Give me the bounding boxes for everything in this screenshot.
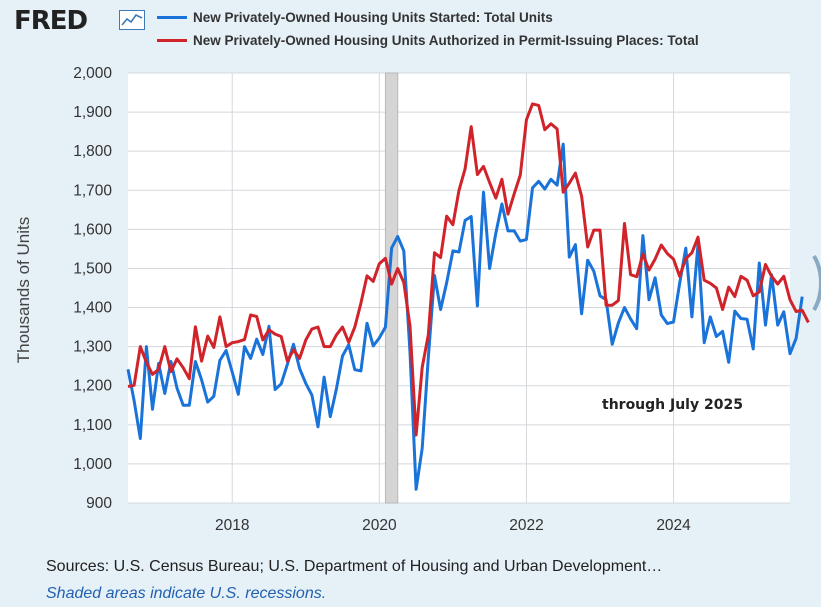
x-tick-label: 2022 <box>509 517 543 534</box>
recession-band <box>384 72 399 504</box>
y-tick-label: 2,000 <box>73 65 112 82</box>
fred-logo[interactable]: FRED <box>14 6 88 36</box>
y-tick-label: 1,400 <box>73 300 112 317</box>
y-tick-label: 1,700 <box>73 182 112 199</box>
y-tick-label: 1,000 <box>73 456 112 473</box>
chart-line-icon <box>119 10 145 30</box>
y-tick-label: 1,300 <box>73 339 112 356</box>
y-tick-label: 1,200 <box>73 378 112 395</box>
legend-label-starts: New Privately-Owned Housing Units Starte… <box>193 10 553 25</box>
line-chart: 900 1,000 1,100 1,200 1,300 1,400 1,500 1,600 1,… <box>73 65 810 534</box>
y-tick-label: 1,800 <box>73 143 112 160</box>
legend-swatch-permits <box>157 39 187 42</box>
partial-glyph-icon <box>812 254 821 312</box>
legend-item-permits: New Privately-Owned Housing Units Author… <box>157 33 699 48</box>
y-tick-label: 1,500 <box>73 260 112 277</box>
series-line-starts[interactable] <box>126 142 804 491</box>
chart-annotation: through July 2025 <box>602 397 743 413</box>
y-tick-label: 1,600 <box>73 221 112 238</box>
x-tick-label: 2018 <box>215 517 249 534</box>
header: FRED New Privately-Owned Housing Units S… <box>0 0 821 62</box>
y-tick-label: 1,900 <box>73 104 112 121</box>
x-tick-label: 2020 <box>362 517 397 534</box>
y-tick-label: 1,100 <box>73 417 112 434</box>
y-tick-label: 900 <box>86 495 112 512</box>
sources-text: Sources: U.S. Census Bureau; U.S. Depart… <box>46 558 663 575</box>
series-line-permits[interactable] <box>127 102 810 437</box>
recession-note-link[interactable]: Shaded areas indicate U.S. recessions. <box>46 585 327 602</box>
legend-item-starts: New Privately-Owned Housing Units Starte… <box>157 10 553 25</box>
x-tick-label: 2024 <box>656 517 691 534</box>
legend-label-permits: New Privately-Owned Housing Units Author… <box>193 33 699 48</box>
legend-swatch-starts <box>157 16 187 19</box>
